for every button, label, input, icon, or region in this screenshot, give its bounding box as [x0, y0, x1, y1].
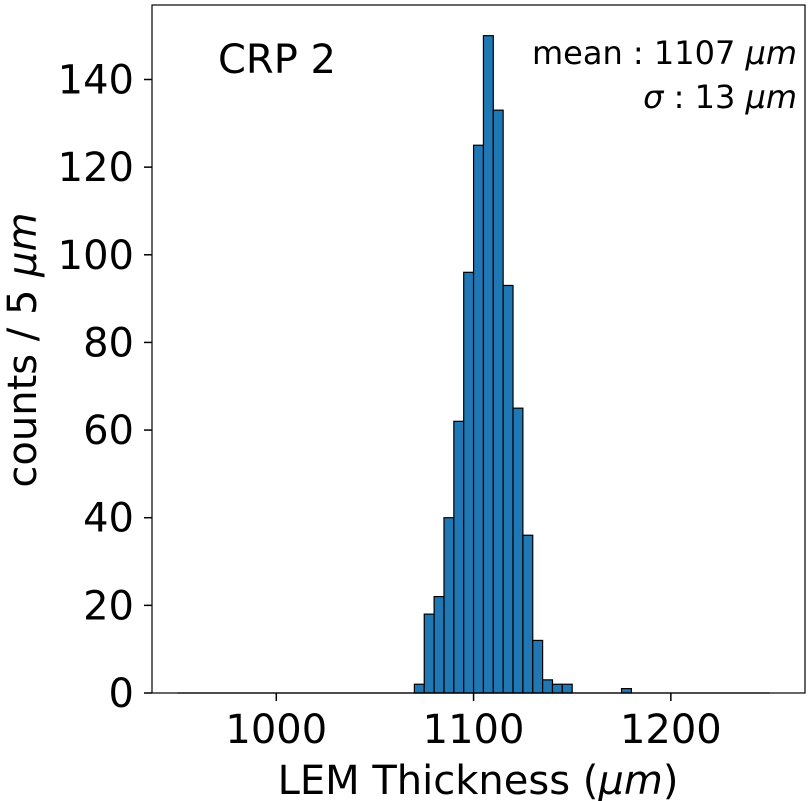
- y-tick-label: 120: [58, 145, 134, 191]
- y-tick-label: 20: [83, 583, 134, 629]
- histogram-bar: [522, 534, 534, 694]
- x-axis-label: LEM Thickness (μm): [278, 758, 679, 801]
- plot-frame: [151, 4, 806, 694]
- histogram-bar: [423, 613, 435, 694]
- x-tick-label: 1200: [620, 707, 722, 753]
- annotation-sigma-symbol: σ: [643, 78, 665, 116]
- annotation-mean-unit: μm: [744, 34, 797, 72]
- annotation-sigma-unit: μm: [744, 78, 797, 116]
- y-axis-ticks: 0 20 40 60 80 100 120 140: [58, 57, 152, 717]
- annotation-crp-label: CRP 2: [218, 37, 336, 83]
- histogram-bar: [482, 35, 494, 694]
- y-tick-label: 100: [58, 233, 134, 279]
- y-tick-label: 0: [109, 671, 134, 717]
- x-axis-label-text: LEM Thickness (: [278, 758, 599, 801]
- histogram-bar: [433, 595, 445, 694]
- annotation-mean-prefix: mean : 1107: [532, 34, 745, 72]
- histogram-bar: [463, 271, 475, 694]
- histogram-bar: [561, 683, 573, 694]
- x-tick-label: 1100: [423, 707, 525, 753]
- histogram-bar: [551, 683, 563, 694]
- x-tick-label: 1000: [225, 707, 327, 753]
- histogram-bar: [532, 639, 544, 694]
- annotation-mean: mean : 1107 μm: [532, 34, 797, 72]
- histogram-bar: [542, 679, 554, 694]
- histogram-bar: [502, 284, 514, 694]
- y-tick-label: 140: [58, 57, 134, 103]
- y-tick-label: 40: [83, 496, 134, 542]
- x-axis-ticks: 1000 1100 1200: [225, 693, 722, 753]
- y-axis-label-text: counts / 5: [0, 277, 46, 488]
- x-axis-label-close: ): [663, 758, 679, 801]
- histogram-bar: [620, 688, 632, 694]
- y-tick-label: 80: [83, 320, 134, 366]
- histogram-bar: [492, 109, 504, 694]
- x-axis-label-unit: μm: [597, 758, 662, 801]
- histogram-bar: [443, 517, 455, 694]
- histogram-bar: [472, 144, 485, 694]
- histogram-bar: [453, 420, 465, 694]
- histogram-bar: [512, 407, 524, 694]
- annotation-sigma-value: : 13: [663, 78, 745, 116]
- y-axis-label-unit: μm: [0, 212, 46, 277]
- y-tick-label: 60: [83, 408, 134, 454]
- y-axis-label: counts / 5 μm: [0, 212, 46, 487]
- histogram-bar: [413, 683, 425, 694]
- histogram-bars: [413, 35, 632, 694]
- annotation-sigma: σ : 13 μm: [643, 78, 797, 116]
